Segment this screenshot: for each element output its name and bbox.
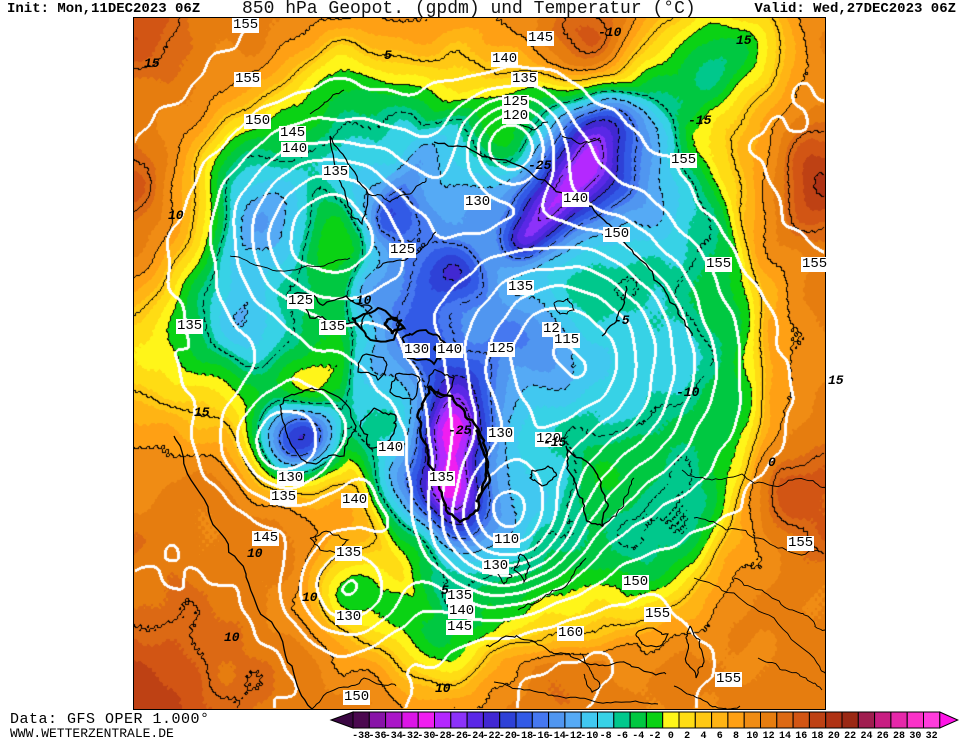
svg-text:32: 32 (926, 731, 938, 741)
svg-text:2: 2 (684, 731, 690, 741)
svg-text:16: 16 (795, 731, 807, 741)
svg-text:12: 12 (763, 731, 775, 741)
svg-text:-8: -8 (600, 731, 612, 741)
svg-text:-30: -30 (417, 731, 435, 741)
svg-text:28: 28 (893, 731, 905, 741)
svg-text:10: 10 (746, 731, 758, 741)
svg-text:14: 14 (779, 731, 791, 741)
svg-text:-24: -24 (466, 731, 484, 741)
svg-text:8: 8 (733, 731, 739, 741)
svg-text:-4: -4 (632, 731, 644, 741)
svg-text:-26: -26 (450, 731, 468, 741)
svg-text:-12: -12 (564, 731, 582, 741)
svg-text:22: 22 (844, 731, 856, 741)
svg-text:-20: -20 (499, 731, 517, 741)
svg-text:-22: -22 (483, 731, 501, 741)
svg-text:30: 30 (909, 731, 921, 741)
svg-text:-28: -28 (434, 731, 452, 741)
svg-text:6: 6 (717, 731, 723, 741)
svg-text:24: 24 (860, 731, 872, 741)
svg-text:-16: -16 (531, 731, 549, 741)
svg-text:-32: -32 (401, 731, 419, 741)
svg-text:-14: -14 (548, 731, 566, 741)
svg-text:20: 20 (828, 731, 840, 741)
svg-text:-38: -38 (352, 731, 370, 741)
svg-text:-36: -36 (368, 731, 386, 741)
svg-text:-34: -34 (385, 731, 403, 741)
svg-text:26: 26 (877, 731, 889, 741)
svg-text:18: 18 (812, 731, 824, 741)
svg-text:-2: -2 (649, 731, 661, 741)
svg-text:0: 0 (668, 731, 674, 741)
svg-text:-10: -10 (580, 731, 598, 741)
svg-text:-6: -6 (616, 731, 628, 741)
svg-text:-18: -18 (515, 731, 533, 741)
svg-text:4: 4 (700, 731, 706, 741)
